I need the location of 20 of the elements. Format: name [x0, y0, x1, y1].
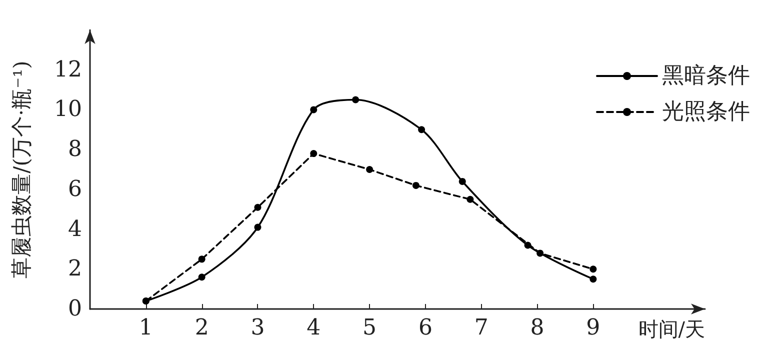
y-tick-label: 8	[68, 137, 82, 162]
y-tick-label: 0	[68, 296, 82, 322]
x-tick-label: 4	[306, 316, 321, 340]
x-tick-label: 2	[194, 316, 209, 340]
x-tick-label: 7	[474, 316, 488, 340]
x-tick-label: 6	[418, 316, 432, 340]
x-tick-label: 5	[362, 316, 377, 340]
y-tick-label: 10	[54, 97, 82, 122]
x-tick-label: 1	[138, 316, 153, 340]
legend-label: 光照条件	[662, 100, 750, 124]
x-tick-label: 9	[586, 316, 600, 340]
legend-label: 黑暗条件	[662, 64, 750, 88]
y-axis-title: 草履虫数量/(万个·瓶⁻¹)	[10, 60, 34, 278]
x-axis-title: 时间/天	[638, 317, 705, 341]
x-tick-label: 3	[250, 316, 265, 340]
y-tick-label: 6	[68, 176, 82, 202]
y-tick-label: 4	[68, 216, 82, 242]
x-tick-label: 8	[530, 316, 544, 340]
y-tick-label: 12	[54, 57, 82, 82]
y-tick-label: 2	[68, 256, 82, 282]
